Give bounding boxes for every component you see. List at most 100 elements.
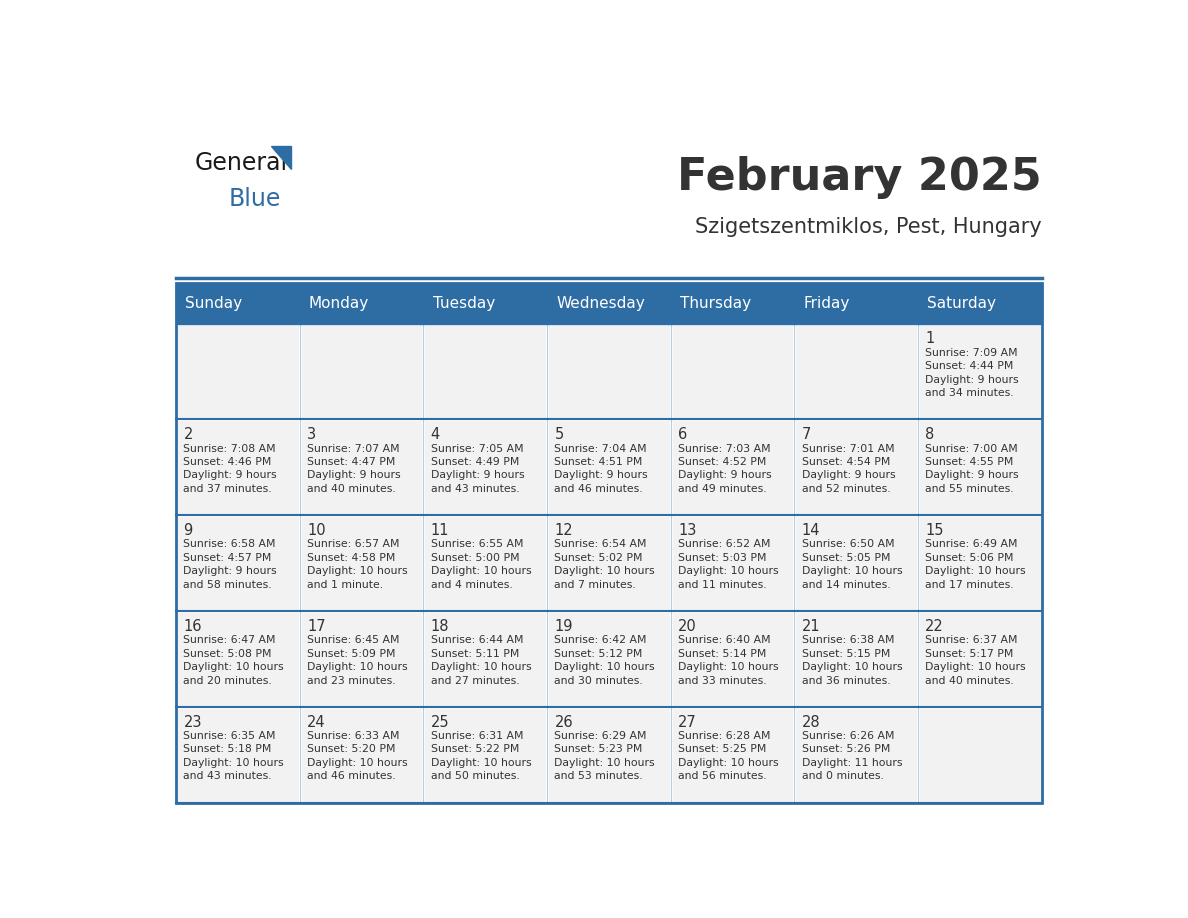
Text: Sunrise: 6:52 AM: Sunrise: 6:52 AM [678, 540, 771, 549]
Text: and 30 minutes.: and 30 minutes. [555, 676, 643, 686]
Text: Sunrise: 7:04 AM: Sunrise: 7:04 AM [555, 443, 647, 453]
Text: 8: 8 [925, 427, 935, 442]
FancyBboxPatch shape [795, 284, 918, 324]
FancyBboxPatch shape [671, 420, 795, 515]
Text: Sunrise: 7:03 AM: Sunrise: 7:03 AM [678, 443, 771, 453]
Text: 18: 18 [431, 619, 449, 634]
Text: Sunrise: 7:00 AM: Sunrise: 7:00 AM [925, 443, 1018, 453]
Text: 4: 4 [431, 427, 440, 442]
Text: 21: 21 [802, 619, 820, 634]
Text: Sunset: 4:49 PM: Sunset: 4:49 PM [431, 457, 519, 467]
Text: Saturday: Saturday [927, 296, 997, 311]
Text: Sunset: 5:25 PM: Sunset: 5:25 PM [678, 744, 766, 755]
Text: 16: 16 [183, 619, 202, 634]
Text: Sunset: 4:51 PM: Sunset: 4:51 PM [555, 457, 643, 467]
Text: Sunrise: 6:57 AM: Sunrise: 6:57 AM [308, 540, 399, 549]
Text: and 46 minutes.: and 46 minutes. [308, 771, 396, 781]
FancyBboxPatch shape [176, 515, 299, 611]
Text: Daylight: 10 hours: Daylight: 10 hours [678, 662, 778, 672]
Text: 10: 10 [308, 523, 326, 538]
FancyBboxPatch shape [671, 707, 795, 803]
Text: Sunrise: 6:40 AM: Sunrise: 6:40 AM [678, 635, 771, 645]
FancyBboxPatch shape [795, 515, 918, 611]
Text: Sunrise: 6:47 AM: Sunrise: 6:47 AM [183, 635, 276, 645]
FancyBboxPatch shape [176, 284, 299, 324]
Text: 23: 23 [183, 715, 202, 730]
FancyBboxPatch shape [795, 324, 918, 420]
Text: Wednesday: Wednesday [556, 296, 645, 311]
Text: and 50 minutes.: and 50 minutes. [431, 771, 519, 781]
FancyBboxPatch shape [299, 707, 423, 803]
FancyBboxPatch shape [423, 420, 546, 515]
Text: 11: 11 [431, 523, 449, 538]
Text: Sunset: 5:03 PM: Sunset: 5:03 PM [678, 553, 766, 563]
Text: Sunrise: 6:33 AM: Sunrise: 6:33 AM [308, 731, 399, 741]
Text: Sunset: 5:00 PM: Sunset: 5:00 PM [431, 553, 519, 563]
Text: and 23 minutes.: and 23 minutes. [308, 676, 396, 686]
FancyBboxPatch shape [795, 611, 918, 707]
FancyBboxPatch shape [423, 611, 546, 707]
Text: and 46 minutes.: and 46 minutes. [555, 484, 643, 494]
Text: and 36 minutes.: and 36 minutes. [802, 676, 890, 686]
Text: Sunset: 4:55 PM: Sunset: 4:55 PM [925, 457, 1013, 467]
Text: Sunset: 5:02 PM: Sunset: 5:02 PM [555, 553, 643, 563]
Text: 25: 25 [431, 715, 449, 730]
Text: and 11 minutes.: and 11 minutes. [678, 579, 766, 589]
Text: Blue: Blue [228, 186, 282, 210]
FancyBboxPatch shape [795, 420, 918, 515]
Text: Sunrise: 6:26 AM: Sunrise: 6:26 AM [802, 731, 895, 741]
Text: Monday: Monday [309, 296, 369, 311]
Polygon shape [271, 146, 291, 169]
Text: Sunrise: 6:37 AM: Sunrise: 6:37 AM [925, 635, 1018, 645]
FancyBboxPatch shape [299, 611, 423, 707]
Text: Sunrise: 6:31 AM: Sunrise: 6:31 AM [431, 731, 523, 741]
Text: Daylight: 11 hours: Daylight: 11 hours [802, 758, 902, 768]
Text: Daylight: 10 hours: Daylight: 10 hours [802, 662, 903, 672]
Text: Sunrise: 6:29 AM: Sunrise: 6:29 AM [555, 731, 647, 741]
Text: Daylight: 10 hours: Daylight: 10 hours [925, 566, 1026, 577]
Text: Daylight: 9 hours: Daylight: 9 hours [431, 470, 524, 480]
Text: Sunset: 5:09 PM: Sunset: 5:09 PM [308, 649, 396, 658]
Text: 26: 26 [555, 715, 573, 730]
Text: and 1 minute.: and 1 minute. [308, 579, 384, 589]
FancyBboxPatch shape [671, 515, 795, 611]
Text: 19: 19 [555, 619, 573, 634]
Text: Sunrise: 7:07 AM: Sunrise: 7:07 AM [308, 443, 399, 453]
Text: 9: 9 [183, 523, 192, 538]
Text: Sunrise: 6:55 AM: Sunrise: 6:55 AM [431, 540, 523, 549]
FancyBboxPatch shape [176, 707, 299, 803]
FancyBboxPatch shape [299, 420, 423, 515]
FancyBboxPatch shape [671, 284, 795, 324]
Text: Sunset: 5:08 PM: Sunset: 5:08 PM [183, 649, 272, 658]
FancyBboxPatch shape [918, 611, 1042, 707]
FancyBboxPatch shape [299, 515, 423, 611]
Text: Sunrise: 7:01 AM: Sunrise: 7:01 AM [802, 443, 895, 453]
Text: Daylight: 10 hours: Daylight: 10 hours [183, 662, 284, 672]
Text: Sunday: Sunday [185, 296, 242, 311]
Text: Sunset: 5:20 PM: Sunset: 5:20 PM [308, 744, 396, 755]
FancyBboxPatch shape [918, 707, 1042, 803]
Text: Thursday: Thursday [680, 296, 751, 311]
FancyBboxPatch shape [299, 324, 423, 420]
Text: 3: 3 [308, 427, 316, 442]
Text: and 49 minutes.: and 49 minutes. [678, 484, 766, 494]
Text: Sunset: 5:23 PM: Sunset: 5:23 PM [555, 744, 643, 755]
Text: 7: 7 [802, 427, 811, 442]
Text: Sunset: 5:22 PM: Sunset: 5:22 PM [431, 744, 519, 755]
FancyBboxPatch shape [918, 420, 1042, 515]
Text: Szigetszentmiklos, Pest, Hungary: Szigetszentmiklos, Pest, Hungary [695, 217, 1042, 237]
Text: and 33 minutes.: and 33 minutes. [678, 676, 766, 686]
Text: and 52 minutes.: and 52 minutes. [802, 484, 890, 494]
FancyBboxPatch shape [423, 515, 546, 611]
FancyBboxPatch shape [546, 420, 671, 515]
Text: 17: 17 [308, 619, 326, 634]
FancyBboxPatch shape [918, 324, 1042, 420]
Text: Sunset: 4:57 PM: Sunset: 4:57 PM [183, 553, 272, 563]
FancyBboxPatch shape [671, 324, 795, 420]
Text: Sunset: 4:46 PM: Sunset: 4:46 PM [183, 457, 272, 467]
Text: Sunrise: 6:38 AM: Sunrise: 6:38 AM [802, 635, 895, 645]
Text: Daylight: 9 hours: Daylight: 9 hours [925, 375, 1019, 385]
Text: 28: 28 [802, 715, 820, 730]
Text: Daylight: 10 hours: Daylight: 10 hours [431, 758, 531, 768]
Text: Daylight: 10 hours: Daylight: 10 hours [555, 566, 655, 577]
